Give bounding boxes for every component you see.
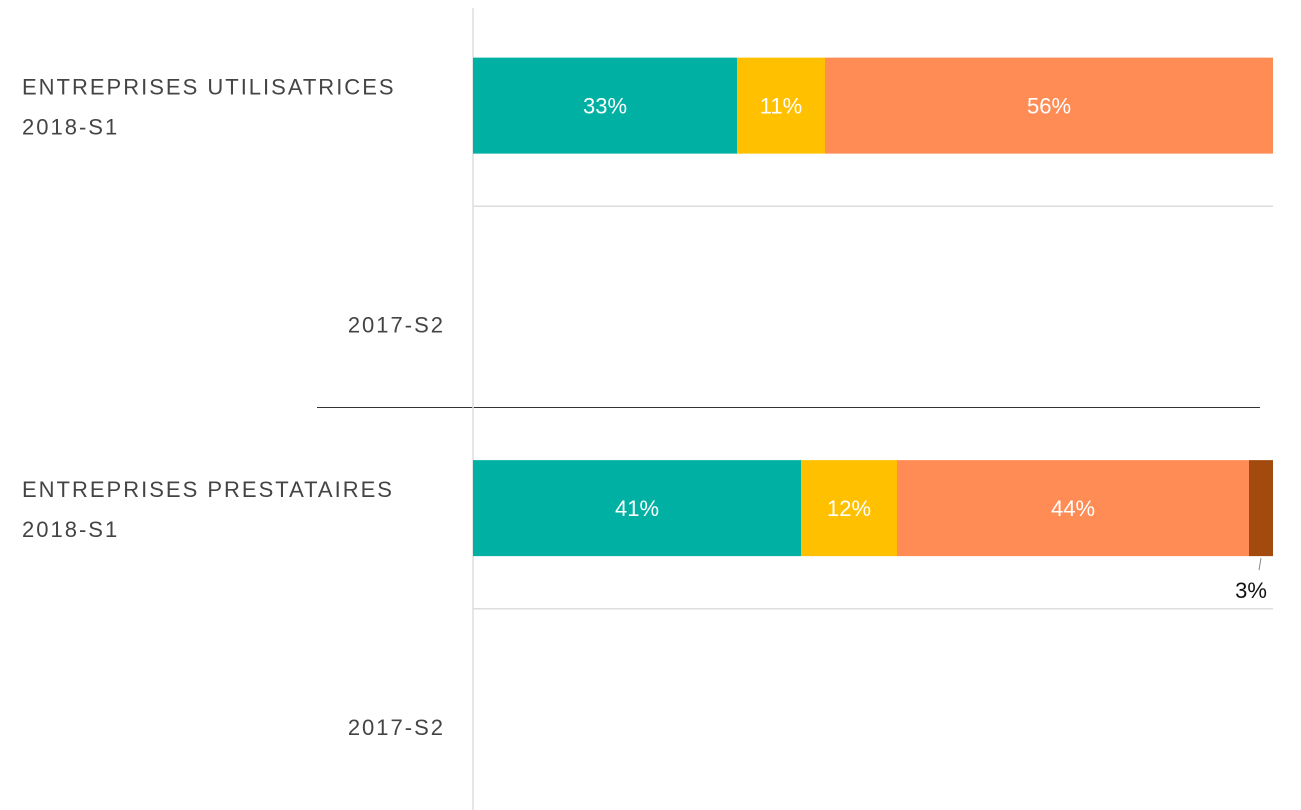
bar-segment [801, 460, 897, 557]
data-label: 3% [1235, 578, 1267, 603]
category-label: 2018-S1 [22, 114, 119, 139]
category-label: 2017-S2 [348, 313, 445, 338]
group-label: ENTREPRISES PRESTATAIRES [22, 477, 394, 502]
bar-segment [1249, 460, 1273, 557]
data-label: 11% [760, 93, 802, 118]
leader-line [1258, 558, 1262, 571]
bar-segment [737, 57, 825, 154]
data-label: 44% [1051, 496, 1095, 521]
group-label: ENTREPRISES UTILISATRICES [22, 74, 396, 99]
data-label: 41% [615, 496, 659, 521]
data-label: 33% [583, 93, 627, 118]
bar-segment [473, 57, 737, 154]
bar-segment [473, 460, 801, 557]
category-label: 2017-S2 [348, 715, 445, 740]
bar-segment [825, 57, 1273, 154]
bar-segment [897, 460, 1249, 557]
data-label: 12% [827, 496, 871, 521]
data-label: 56% [1027, 93, 1071, 118]
category-label: 2018-S1 [22, 517, 119, 542]
